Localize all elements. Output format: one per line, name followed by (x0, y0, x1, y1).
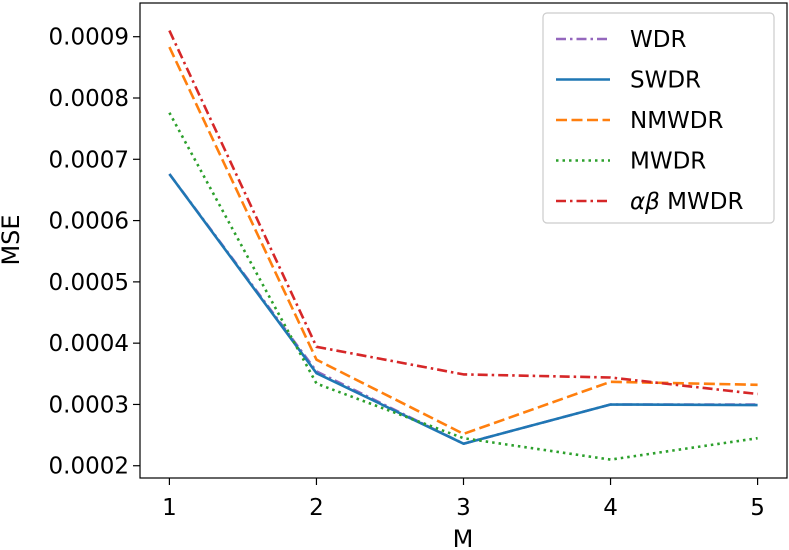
legend-label: αβ MWDR (630, 189, 743, 215)
legend-label: SWDR (630, 68, 701, 94)
y-axis-label: MSE (0, 214, 25, 265)
y-tick-label: 0.0008 (49, 86, 129, 112)
x-tick-label: 2 (309, 495, 324, 521)
legend-label: WDR (630, 27, 686, 53)
y-tick-label: 0.0006 (49, 209, 129, 235)
legend-label: MWDR (630, 149, 706, 175)
x-axis-label: M (453, 525, 474, 550)
legend-label: NMWDR (630, 108, 724, 134)
x-axis: 1 2 3 4 5 (162, 478, 765, 521)
y-tick-label: 0.0005 (49, 270, 129, 296)
y-tick-label: 0.0003 (49, 392, 129, 418)
y-tick-label: 0.0009 (49, 25, 129, 51)
x-tick-label: 1 (162, 495, 177, 521)
series-layer (168, 30, 758, 461)
x-tick-label: 5 (750, 495, 765, 521)
series-line-4 (168, 30, 758, 396)
legend-box (542, 12, 775, 224)
x-tick-label: 4 (603, 495, 618, 521)
y-tick-label: 0.0007 (49, 147, 129, 173)
y-axis: 0.0002 0.0003 0.0004 0.0005 0.0006 0.0007 0.00… (49, 25, 140, 480)
series-line-2 (168, 46, 758, 436)
series-line-1 (168, 173, 758, 446)
series-line-3 (168, 112, 758, 461)
x-tick-label: 3 (456, 495, 471, 521)
legend: WDR SWDR NMWDR MWDR αβ MWDR (542, 12, 775, 224)
y-tick-label: 0.0004 (49, 331, 129, 357)
y-tick-label: 0.0002 (49, 454, 129, 480)
